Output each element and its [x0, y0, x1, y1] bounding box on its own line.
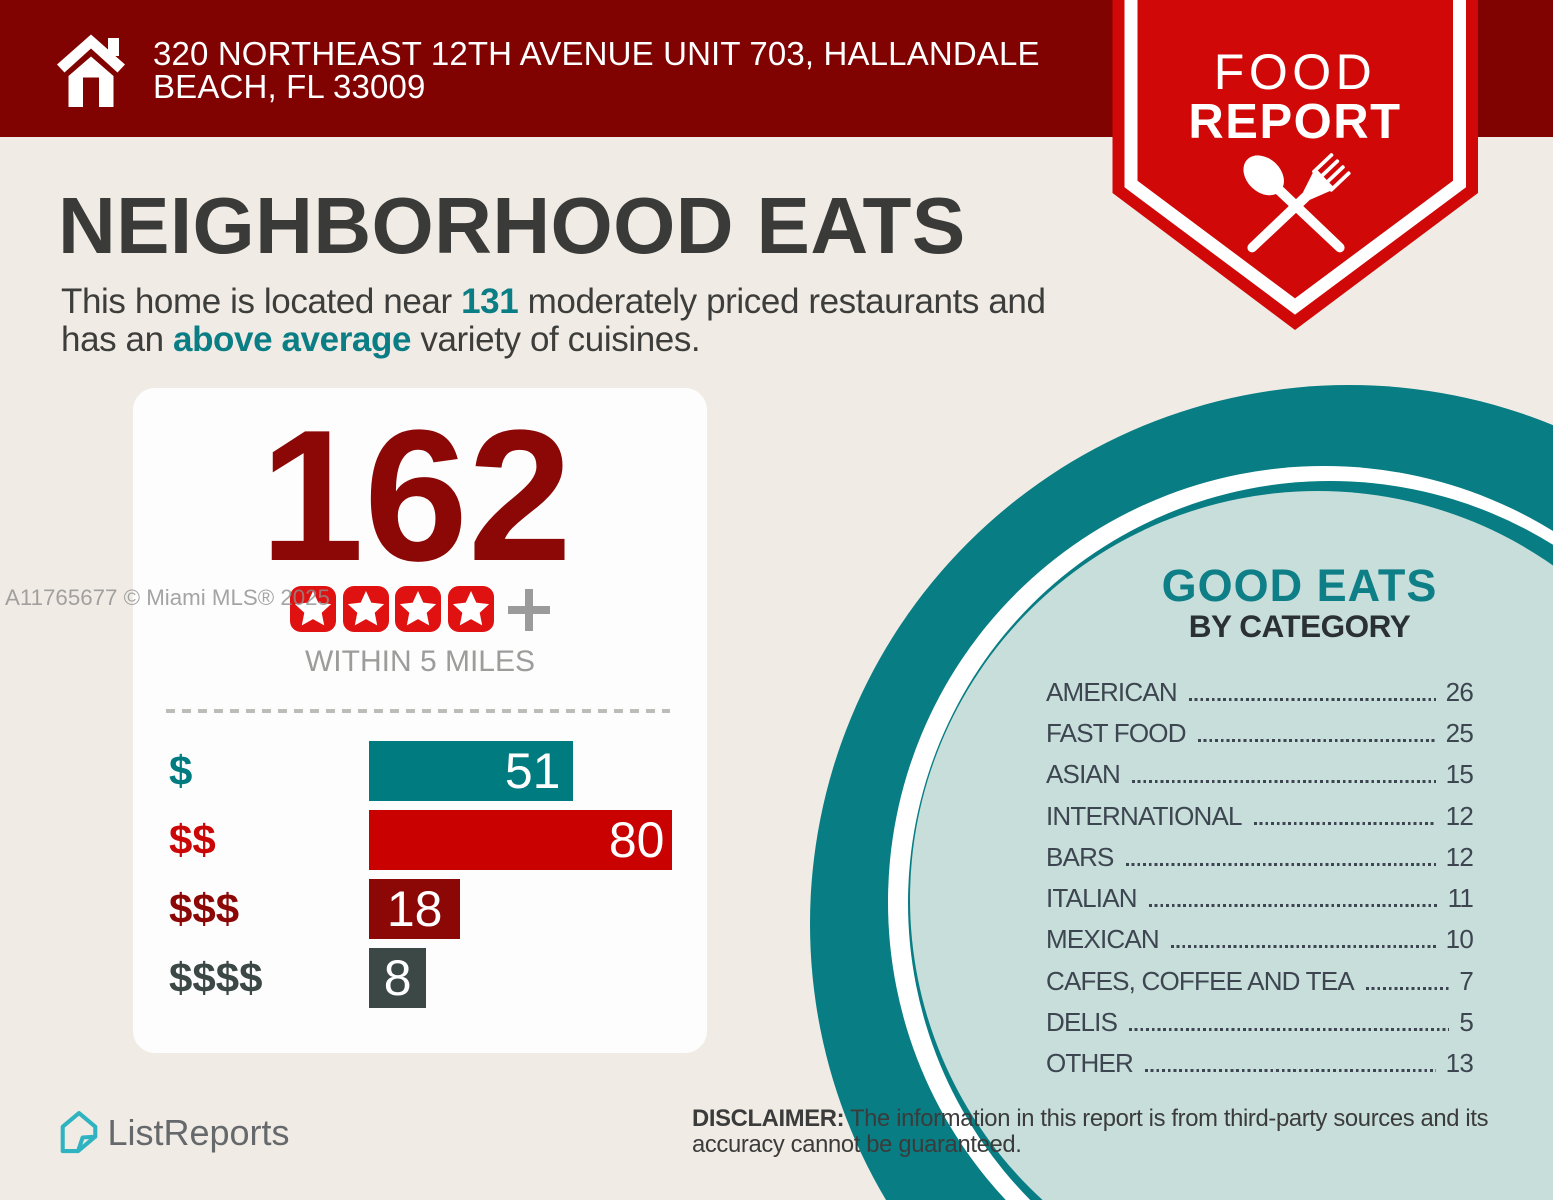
svg-text:REPORT: REPORT — [1188, 95, 1401, 149]
svg-text:FOOD: FOOD — [1214, 44, 1376, 100]
